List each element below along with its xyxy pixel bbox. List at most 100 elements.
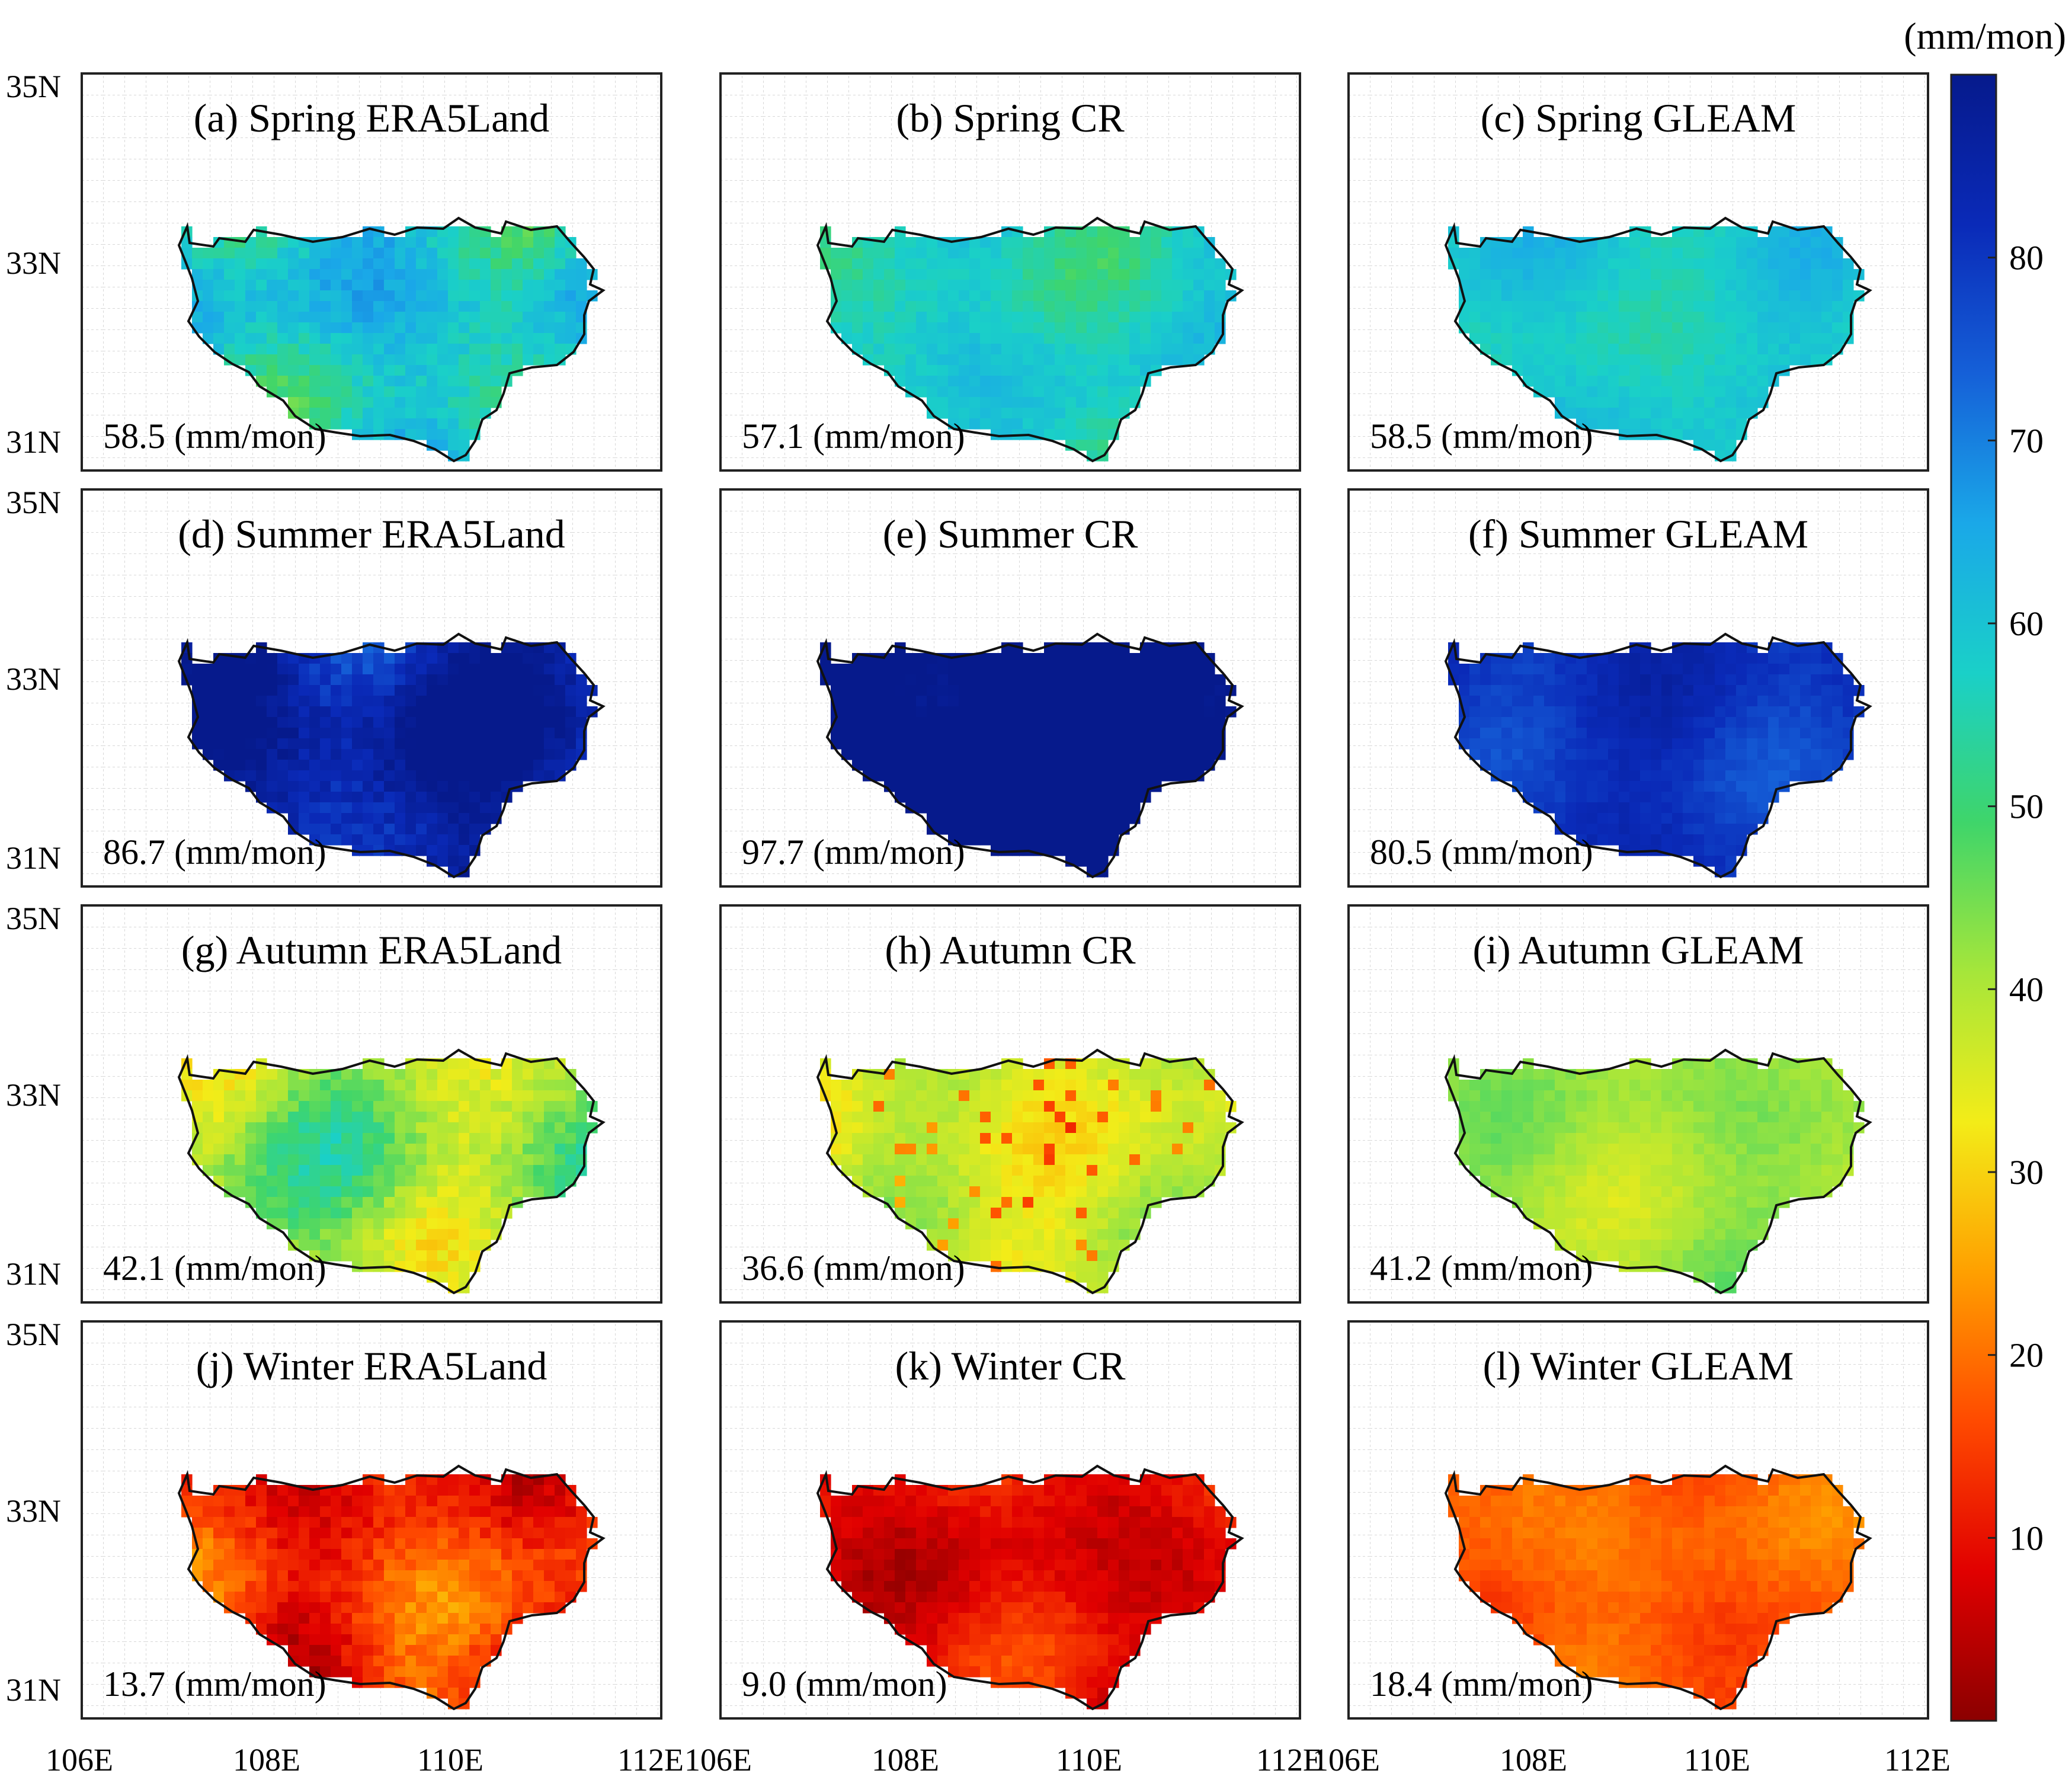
latitude-label: 35N — [6, 485, 61, 520]
latitude-labels: 35N 33N 31N 35N 33N 31N 35N 33N 31N 35N 33N 31N — [6, 69, 61, 1708]
latitude-label: 33N — [6, 1493, 61, 1529]
panel-title: (k) Winter CR — [895, 1343, 1126, 1388]
panel-mean-value: 36.6 (mm/mon) — [742, 1249, 965, 1288]
latitude-label: 31N — [6, 424, 61, 460]
et-raster — [820, 1474, 1237, 1710]
map-panel: (d) Summer ERA5Land 86.7 (mm/mon) — [81, 488, 662, 888]
latitude-label: 31N — [6, 1256, 61, 1292]
panel-title: (h) Autumn CR — [885, 927, 1136, 972]
map-panel: (b) Spring CR 57.1 (mm/mon) — [719, 72, 1301, 472]
et-raster — [181, 226, 598, 462]
latitude-label: 31N — [6, 1672, 61, 1708]
panel-frame — [1347, 72, 1929, 472]
basin-boundary — [1444, 632, 1872, 879]
longitude-label: 112E — [617, 1742, 684, 1778]
et-raster — [181, 1058, 598, 1294]
panel-mean-value: 58.5 (mm/mon) — [1370, 417, 1593, 456]
map-panel: (a) Spring ERA5Land 58.5 (mm/mon) — [81, 72, 662, 472]
panel-title: (a) Spring ERA5Land — [194, 95, 550, 140]
longitude-label: 112E — [1884, 1742, 1951, 1778]
et-raster — [820, 226, 1237, 462]
panel-title: (b) Spring CR — [896, 95, 1125, 140]
longitude-label: 106E — [46, 1742, 113, 1778]
panel-mean-value: 42.1 (mm/mon) — [103, 1249, 326, 1288]
colorbar: (mm/mon) 80 70 60 50 40 30 20 10 — [1904, 15, 2066, 1722]
latitude-label: 33N — [6, 661, 61, 697]
basin-boundary — [816, 1464, 1244, 1711]
basin-boundary — [177, 1048, 606, 1295]
basin-boundary — [816, 1048, 1244, 1295]
colorbar-tick-label: 20 — [2009, 1336, 2044, 1375]
longitude-label: 110E — [1684, 1742, 1750, 1778]
map-panel: (h) Autumn CR 36.6 (mm/mon) — [719, 904, 1301, 1304]
map-panel: (l) Winter GLEAM 18.4 (mm/mon) — [1347, 1320, 1929, 1720]
colorbar-tick-label: 10 — [2009, 1519, 2044, 1557]
map-panel: (i) Autumn GLEAM 41.2 (mm/mon) — [1347, 904, 1929, 1304]
panel-title: (j) Winter ERA5Land — [196, 1343, 547, 1388]
basin-boundary — [1444, 216, 1872, 463]
longitude-label: 110E — [417, 1742, 483, 1778]
longitude-label: 108E — [1500, 1742, 1567, 1778]
latitude-label: 35N — [6, 1317, 61, 1352]
map-panel: (j) Winter ERA5Land 13.7 (mm/mon) — [81, 1320, 662, 1720]
et-raster — [181, 642, 598, 878]
panel-title: (l) Winter GLEAM — [1483, 1343, 1794, 1388]
panel-frame — [719, 904, 1301, 1304]
panel-frame — [1347, 1320, 1929, 1720]
panel-title: (f) Summer GLEAM — [1468, 511, 1808, 556]
map-panel: (e) Summer CR 97.7 (mm/mon) — [719, 488, 1301, 888]
colorbar-unit: (mm/mon) — [1904, 15, 2066, 57]
panel-frame — [1347, 904, 1929, 1304]
basin-boundary — [177, 216, 606, 463]
longitude-label: 106E — [684, 1742, 752, 1778]
colorbar-ramp — [1950, 73, 1997, 1722]
panel-frame — [81, 1320, 662, 1720]
et-raster — [1448, 1058, 1865, 1294]
basin-boundary — [177, 1464, 606, 1711]
panel-mean-value: 86.7 (mm/mon) — [103, 833, 326, 872]
panel-mean-value: 13.7 (mm/mon) — [103, 1664, 326, 1704]
panel-mean-value: 41.2 (mm/mon) — [1370, 1249, 1593, 1288]
et-raster — [1448, 642, 1865, 878]
colorbar-tick-label: 40 — [2009, 970, 2044, 1009]
longitude-label: 106E — [1312, 1742, 1380, 1778]
colorbar-tick-label: 50 — [2009, 788, 2044, 826]
et-raster — [820, 642, 1237, 878]
latitude-label: 31N — [6, 840, 61, 876]
panel-frame — [81, 488, 662, 888]
panel-frame — [81, 72, 662, 472]
basin-boundary — [1444, 1464, 1872, 1711]
latitude-label: 35N — [6, 69, 61, 104]
panel-frame — [719, 1320, 1301, 1720]
map-panel: (f) Summer GLEAM 80.5 (mm/mon) — [1347, 488, 1929, 888]
panel-mean-value: 57.1 (mm/mon) — [742, 417, 965, 456]
panel-title: (e) Summer CR — [883, 511, 1138, 556]
colorbar-tick-label: 30 — [2009, 1153, 2044, 1192]
latitude-label: 33N — [6, 1077, 61, 1113]
colorbar-tick-label: 70 — [2009, 421, 2044, 460]
panel-mean-value: 80.5 (mm/mon) — [1370, 833, 1593, 872]
map-panel: (c) Spring GLEAM 58.5 (mm/mon) — [1347, 72, 1929, 472]
et-raster — [820, 1058, 1237, 1294]
map-panel: (g) Autumn ERA5Land 42.1 (mm/mon) — [81, 904, 662, 1304]
basin-boundary — [816, 216, 1244, 463]
longitude-label: 110E — [1056, 1742, 1122, 1778]
panel-title: (c) Spring GLEAM — [1481, 95, 1796, 140]
longitude-label: 112E — [1256, 1742, 1322, 1778]
longitude-label: 108E — [872, 1742, 939, 1778]
panel-mean-value: 58.5 (mm/mon) — [103, 417, 326, 456]
longitude-label: 108E — [233, 1742, 300, 1778]
panel-title: (d) Summer ERA5Land — [178, 511, 565, 556]
panel-frame — [719, 488, 1301, 888]
basin-boundary — [177, 632, 606, 879]
basin-boundary — [1444, 1048, 1872, 1295]
panel-frame — [719, 72, 1301, 472]
latitude-label: 33N — [6, 245, 61, 281]
panel-title: (i) Autumn GLEAM — [1472, 927, 1804, 972]
map-panels: (a) Spring ERA5Land 58.5 (mm/mon) (b) Spri… — [81, 72, 1929, 1720]
colorbar-tick-label: 60 — [2009, 604, 2044, 643]
basin-boundary — [816, 632, 1244, 879]
et-raster — [1448, 226, 1865, 462]
